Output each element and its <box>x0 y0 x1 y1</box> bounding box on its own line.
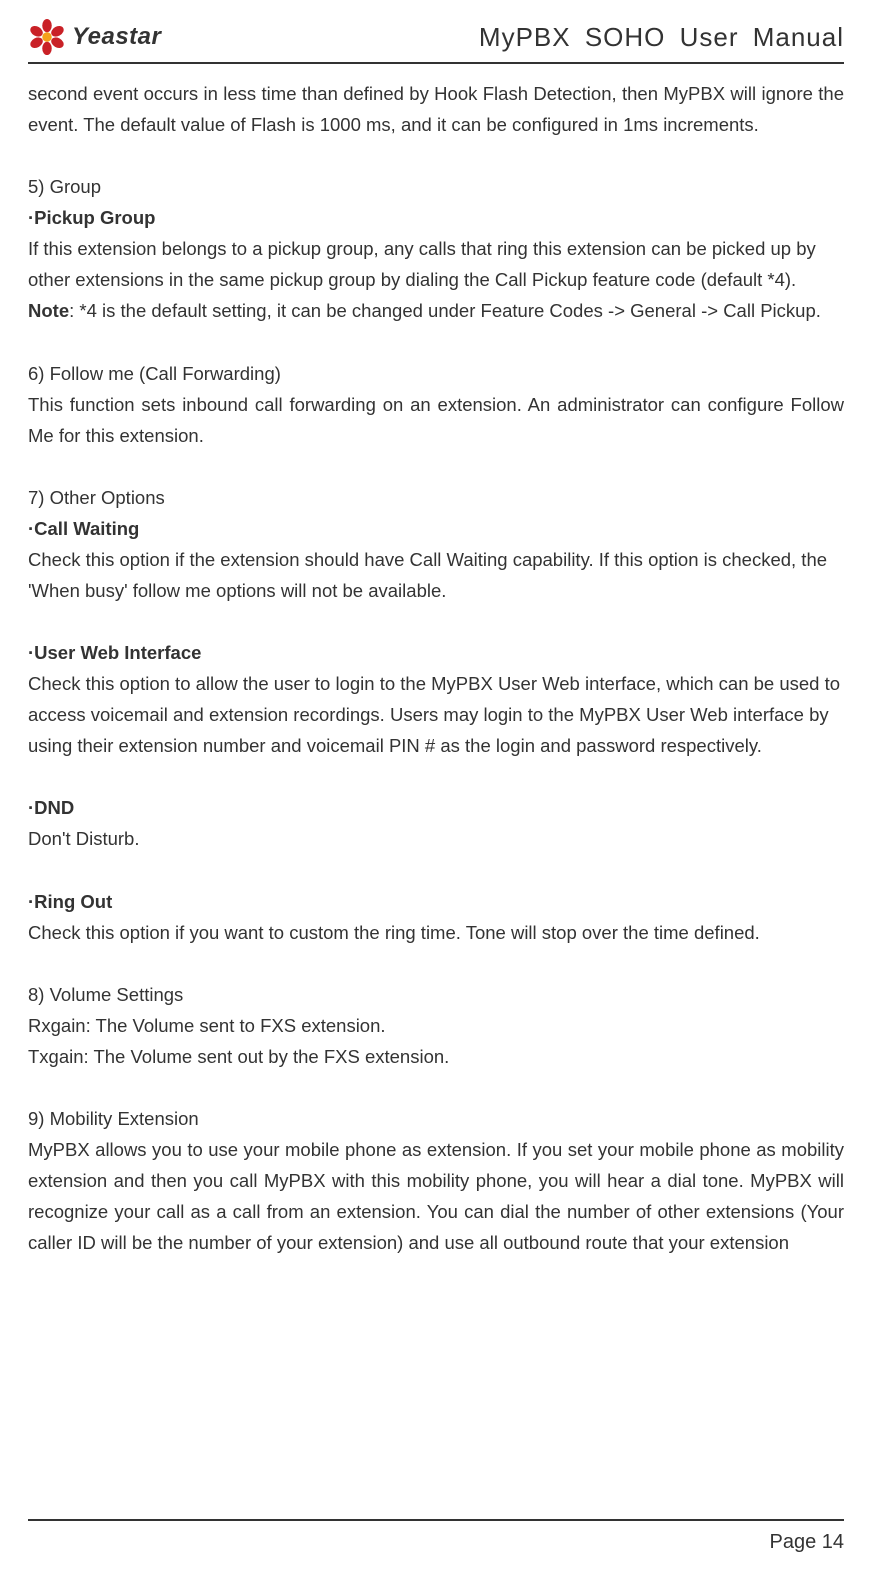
user-web-interface-label: ·User Web Interface <box>28 637 844 668</box>
ring-out-label: ·Ring Out <box>28 886 844 917</box>
section-7-heading: 7) Other Options <box>28 482 844 513</box>
page-number: Page 14 <box>28 1531 844 1554</box>
section-6-para: This function sets inbound call forwardi… <box>28 389 844 451</box>
document-title: MyPBX SOHO User Manual <box>479 22 844 53</box>
note-label: Note <box>28 300 69 321</box>
footer-rule <box>28 1519 844 1521</box>
body-content: second event occurs in less time than de… <box>28 78 844 1258</box>
logo-icon <box>28 18 66 56</box>
section-8-heading: 8) Volume Settings <box>28 979 844 1010</box>
header-rule <box>28 62 844 64</box>
call-waiting-para: Check this option if the extension shoul… <box>28 544 844 606</box>
brand-name: Yeastar <box>72 23 161 51</box>
pickup-group-para: If this extension belongs to a pickup gr… <box>28 233 844 295</box>
section-9-para: MyPBX allows you to use your mobile phon… <box>28 1134 844 1258</box>
section-6-heading: 6) Follow me (Call Forwarding) <box>28 358 844 389</box>
txgain-line: Txgain: The Volume sent out by the FXS e… <box>28 1041 844 1072</box>
rxgain-line: Rxgain: The Volume sent to FXS extension… <box>28 1010 844 1041</box>
user-web-interface-para: Check this option to allow the user to l… <box>28 668 844 761</box>
header-row: Yeastar MyPBX SOHO User Manual <box>28 18 844 62</box>
logo-block: Yeastar <box>28 18 161 56</box>
dnd-para: Don't Disturb. <box>28 823 844 854</box>
section-9-heading: 9) Mobility Extension <box>28 1103 844 1134</box>
footer: Page 14 <box>28 1519 844 1554</box>
ring-out-para: Check this option if you want to custom … <box>28 917 844 948</box>
call-waiting-label: ·Call Waiting <box>28 513 844 544</box>
page-container: Yeastar MyPBX SOHO User Manual second ev… <box>0 0 872 1258</box>
intro-paragraph: second event occurs in less time than de… <box>28 78 844 140</box>
section-5-heading: 5) Group <box>28 171 844 202</box>
note-rest: : *4 is the default setting, it can be c… <box>69 300 821 321</box>
pickup-group-label: ·Pickup Group <box>28 202 844 233</box>
pickup-group-note: Note: *4 is the default setting, it can … <box>28 295 844 326</box>
dnd-label: ·DND <box>28 792 844 823</box>
